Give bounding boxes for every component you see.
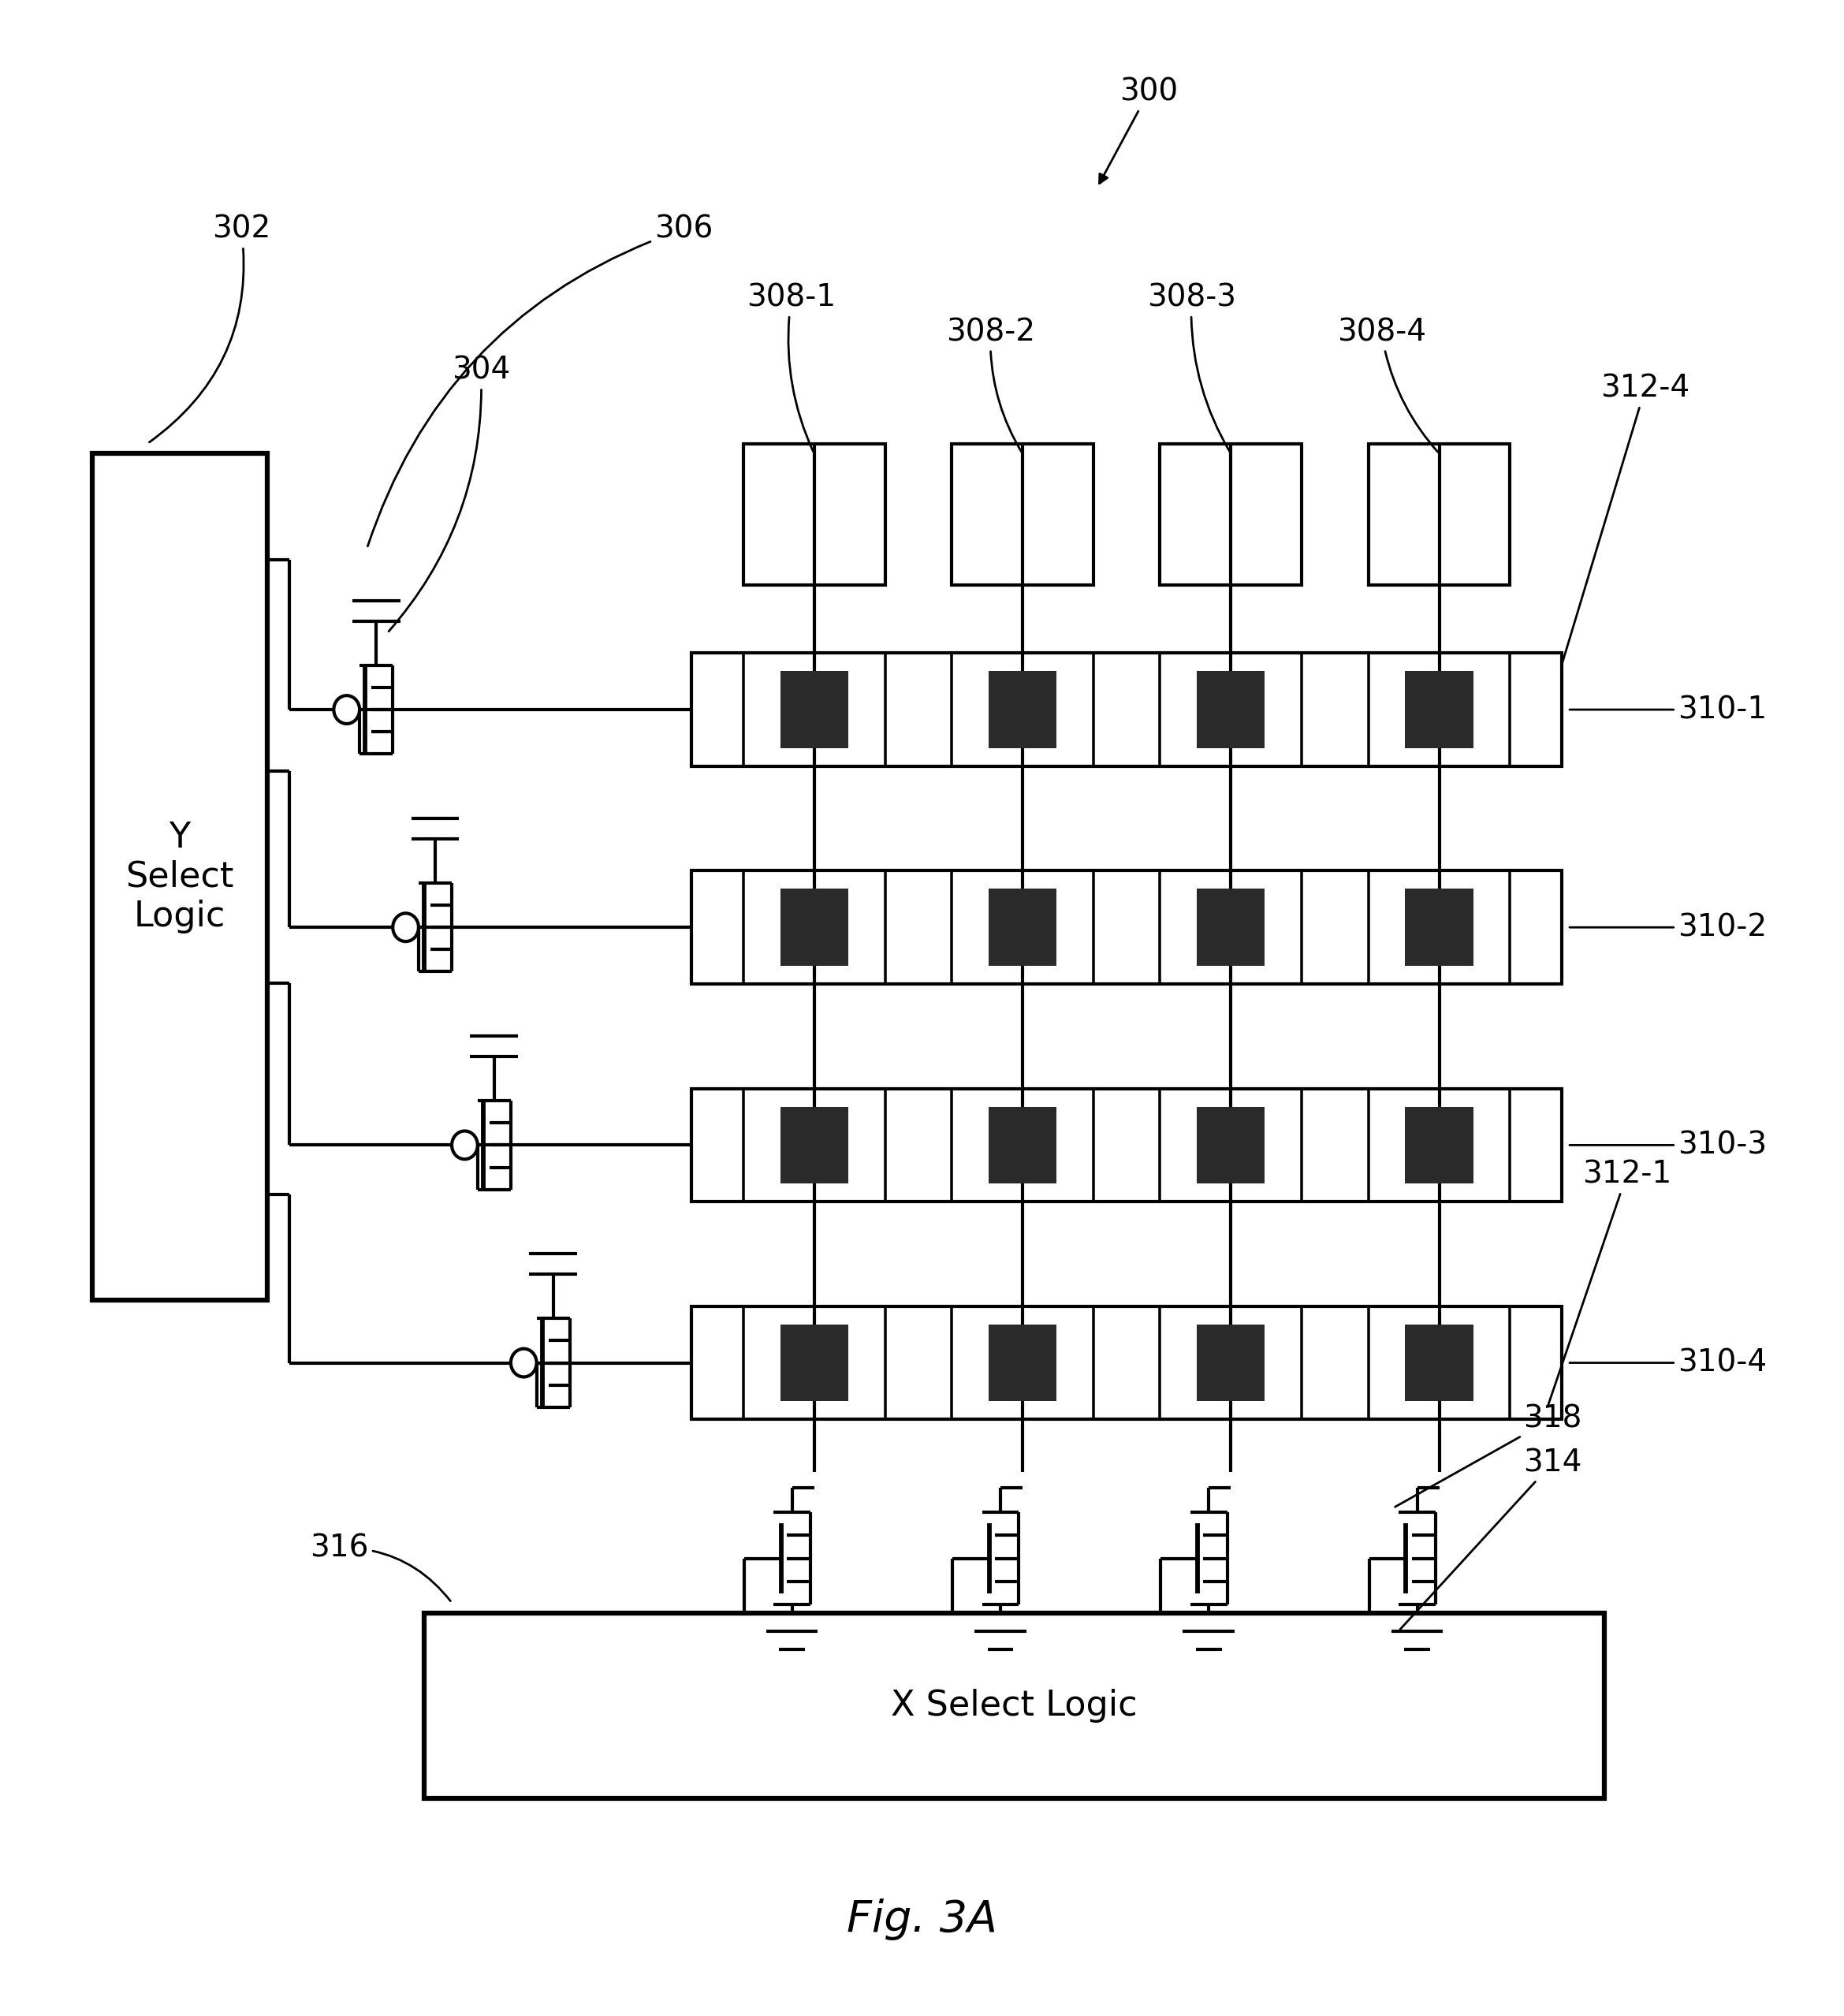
Bar — [1405, 1325, 1473, 1401]
Text: 318: 318 — [1396, 1403, 1582, 1506]
Bar — [1405, 889, 1473, 966]
Bar — [780, 671, 848, 748]
Text: 306: 306 — [367, 214, 714, 546]
Bar — [988, 1107, 1057, 1183]
Bar — [692, 1306, 1562, 1419]
Text: X Select Logic: X Select Logic — [891, 1689, 1138, 1722]
Bar — [988, 1325, 1057, 1401]
Text: 304: 304 — [389, 355, 511, 631]
Bar — [424, 1613, 1604, 1798]
Text: 310-1: 310-1 — [1569, 696, 1767, 724]
Bar — [1405, 671, 1473, 748]
Bar — [780, 1325, 848, 1401]
Text: 308-1: 308-1 — [747, 282, 835, 452]
Text: 312-4: 312-4 — [1562, 373, 1689, 661]
Text: Y
Select
Logic: Y Select Logic — [125, 821, 234, 933]
Text: 302: 302 — [149, 214, 271, 442]
Bar — [692, 1089, 1562, 1202]
Text: 310-2: 310-2 — [1569, 913, 1767, 941]
Bar — [692, 871, 1562, 984]
Text: 316: 316 — [310, 1532, 450, 1601]
Bar — [988, 671, 1057, 748]
Text: Fig. 3A: Fig. 3A — [846, 1899, 998, 1939]
Bar — [780, 889, 848, 966]
Text: 300: 300 — [1099, 77, 1178, 183]
Text: 310-3: 310-3 — [1569, 1131, 1767, 1159]
Bar — [1405, 1107, 1473, 1183]
Bar — [780, 1107, 848, 1183]
Bar — [1197, 1325, 1265, 1401]
Bar — [692, 653, 1562, 766]
Bar — [1197, 1107, 1265, 1183]
Text: 314: 314 — [1400, 1447, 1582, 1629]
Bar — [1368, 444, 1510, 585]
Text: 308-3: 308-3 — [1147, 282, 1235, 452]
Bar — [1197, 889, 1265, 966]
Bar — [952, 444, 1093, 585]
Bar — [92, 454, 267, 1300]
Bar — [1160, 444, 1302, 585]
Text: 308-2: 308-2 — [946, 317, 1034, 452]
Text: 312-1: 312-1 — [1547, 1159, 1671, 1405]
Bar — [743, 444, 885, 585]
Bar — [1197, 671, 1265, 748]
Bar — [988, 889, 1057, 966]
Text: 308-4: 308-4 — [1337, 317, 1438, 452]
Text: 310-4: 310-4 — [1569, 1349, 1767, 1377]
